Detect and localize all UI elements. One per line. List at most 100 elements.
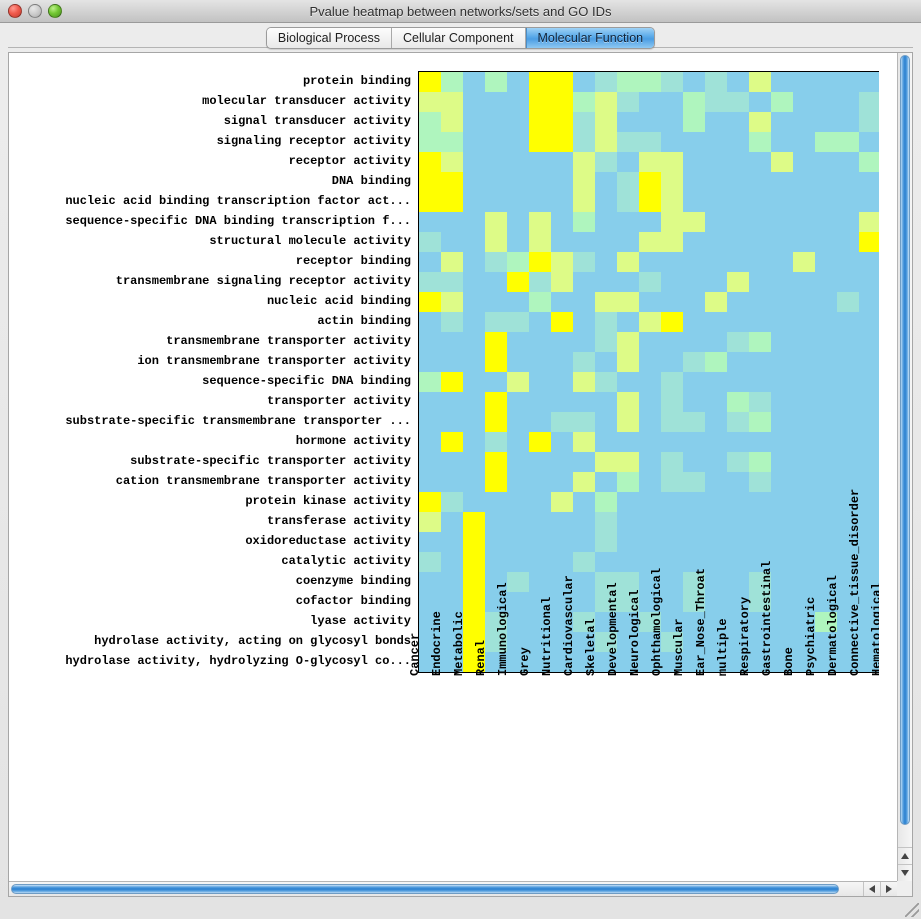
heatmap-cell[interactable]: [705, 552, 727, 572]
heatmap-cell[interactable]: [793, 552, 815, 572]
heatmap-cell[interactable]: [793, 512, 815, 532]
heatmap-cell[interactable]: [683, 452, 705, 472]
heatmap-cell[interactable]: [661, 532, 683, 552]
heatmap-cell[interactable]: [727, 452, 749, 472]
minimize-button[interactable]: [28, 4, 42, 18]
heatmap-cell[interactable]: [551, 652, 573, 672]
heatmap-cell[interactable]: [771, 112, 793, 132]
heatmap-cell[interactable]: [595, 152, 617, 172]
heatmap-cell[interactable]: [441, 472, 463, 492]
heatmap-cell[interactable]: [441, 132, 463, 152]
heatmap-cell[interactable]: [705, 192, 727, 212]
heatmap-cell[interactable]: [485, 72, 507, 92]
heatmap-cell[interactable]: [683, 112, 705, 132]
heatmap-cell[interactable]: [815, 132, 837, 152]
heatmap-cell[interactable]: [573, 432, 595, 452]
heatmap-cell[interactable]: [441, 432, 463, 452]
heatmap-cell[interactable]: [705, 272, 727, 292]
heatmap-cell[interactable]: [837, 292, 859, 312]
heatmap-cell[interactable]: [683, 72, 705, 92]
heatmap-cell[interactable]: [595, 352, 617, 372]
heatmap-cell[interactable]: [771, 72, 793, 92]
heatmap-cell[interactable]: [727, 652, 749, 672]
heatmap-cell[interactable]: [441, 412, 463, 432]
heatmap-cell[interactable]: [529, 192, 551, 212]
heatmap-cell[interactable]: [815, 392, 837, 412]
heatmap-cell[interactable]: [441, 292, 463, 312]
heatmap-cell[interactable]: [749, 152, 771, 172]
heatmap-cell[interactable]: [573, 632, 595, 652]
heatmap-cell[interactable]: [859, 452, 879, 472]
heatmap-cell[interactable]: [551, 292, 573, 312]
heatmap-cell[interactable]: [485, 632, 507, 652]
heatmap-cell[interactable]: [771, 312, 793, 332]
heatmap-cell[interactable]: [463, 72, 485, 92]
heatmap-cell[interactable]: [419, 152, 441, 172]
heatmap-cell[interactable]: [639, 272, 661, 292]
heatmap-cell[interactable]: [595, 412, 617, 432]
heatmap-cell[interactable]: [727, 612, 749, 632]
heatmap-cell[interactable]: [837, 212, 859, 232]
heatmap-cell[interactable]: [529, 312, 551, 332]
heatmap-cell[interactable]: [463, 372, 485, 392]
heatmap-cell[interactable]: [639, 532, 661, 552]
heatmap-cell[interactable]: [793, 352, 815, 372]
heatmap-cell[interactable]: [551, 312, 573, 332]
heatmap-cell[interactable]: [859, 272, 879, 292]
heatmap-cell[interactable]: [551, 552, 573, 572]
heatmap-cell[interactable]: [441, 612, 463, 632]
heatmap-cell[interactable]: [771, 532, 793, 552]
heatmap-cell[interactable]: [749, 72, 771, 92]
heatmap-cell[interactable]: [727, 512, 749, 532]
heatmap-cell[interactable]: [749, 632, 771, 652]
heatmap-cell[interactable]: [661, 592, 683, 612]
heatmap-cell[interactable]: [419, 72, 441, 92]
heatmap-cell[interactable]: [837, 572, 859, 592]
heatmap-cell[interactable]: [837, 492, 859, 512]
heatmap-cell[interactable]: [859, 532, 879, 552]
heatmap-cell[interactable]: [793, 492, 815, 512]
heatmap-cell[interactable]: [485, 432, 507, 452]
heatmap-cell[interactable]: [573, 612, 595, 632]
heatmap-cell[interactable]: [837, 132, 859, 152]
heatmap-cell[interactable]: [727, 552, 749, 572]
heatmap-cell[interactable]: [507, 612, 529, 632]
heatmap-cell[interactable]: [815, 492, 837, 512]
heatmap-cell[interactable]: [551, 512, 573, 532]
heatmap-cell[interactable]: [551, 472, 573, 492]
heatmap-cell[interactable]: [837, 592, 859, 612]
heatmap-cell[interactable]: [617, 232, 639, 252]
heatmap-cell[interactable]: [683, 532, 705, 552]
heatmap-cell[interactable]: [705, 232, 727, 252]
heatmap-cell[interactable]: [815, 452, 837, 472]
heatmap-cell[interactable]: [419, 452, 441, 472]
heatmap-cell[interactable]: [463, 492, 485, 512]
heatmap-cell[interactable]: [815, 352, 837, 372]
heatmap-cell[interactable]: [859, 632, 879, 652]
heatmap-cell[interactable]: [419, 172, 441, 192]
heatmap-cell[interactable]: [529, 472, 551, 492]
heatmap-cell[interactable]: [529, 632, 551, 652]
heatmap-cell[interactable]: [595, 292, 617, 312]
heatmap-cell[interactable]: [859, 472, 879, 492]
heatmap-cell[interactable]: [419, 652, 441, 672]
heatmap-cell[interactable]: [573, 512, 595, 532]
heatmap-cell[interactable]: [661, 392, 683, 412]
heatmap-cell[interactable]: [837, 472, 859, 492]
heatmap-cell[interactable]: [683, 372, 705, 392]
heatmap-cell[interactable]: [771, 132, 793, 152]
heatmap-cell[interactable]: [529, 432, 551, 452]
heatmap-cell[interactable]: [419, 392, 441, 412]
heatmap-cell[interactable]: [683, 392, 705, 412]
heatmap-cell[interactable]: [815, 532, 837, 552]
heatmap-cell[interactable]: [529, 72, 551, 92]
heatmap-cell[interactable]: [419, 92, 441, 112]
heatmap-cell[interactable]: [837, 192, 859, 212]
heatmap-cell[interactable]: [463, 252, 485, 272]
heatmap-cell[interactable]: [463, 472, 485, 492]
heatmap-cell[interactable]: [441, 312, 463, 332]
heatmap-cell[interactable]: [463, 212, 485, 232]
heatmap-cell[interactable]: [419, 472, 441, 492]
scroll-down-button[interactable]: [898, 864, 912, 881]
heatmap-cell[interactable]: [485, 492, 507, 512]
